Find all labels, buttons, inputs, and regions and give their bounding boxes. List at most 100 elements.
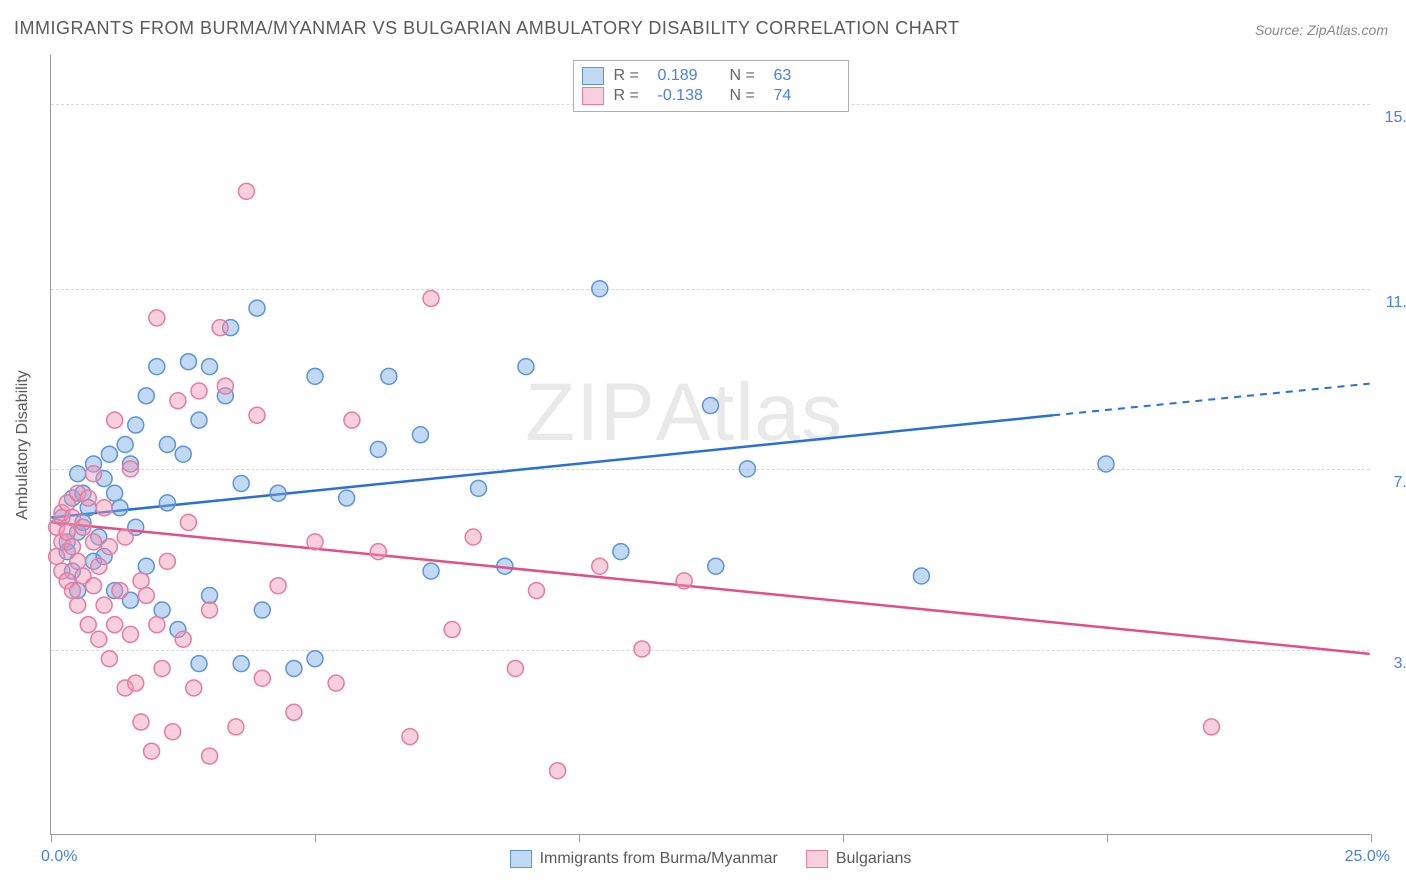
burma-point bbox=[70, 466, 86, 482]
burma-point bbox=[307, 651, 323, 667]
bulgarians-point bbox=[112, 583, 128, 599]
burma-point bbox=[739, 461, 755, 477]
burma-point bbox=[913, 568, 929, 584]
bulgarians-point bbox=[59, 524, 75, 540]
bulgarians-point bbox=[212, 320, 228, 336]
bulgarians-point bbox=[217, 378, 233, 394]
bulgarians-point bbox=[49, 548, 65, 564]
legend-item-bulgarians: Bulgarians bbox=[806, 850, 912, 868]
bulgarians-point bbox=[202, 602, 218, 618]
bulgarians-point bbox=[238, 183, 254, 199]
burma-point bbox=[339, 490, 355, 506]
legend-stat-row-burma: R =0.189N =63 bbox=[582, 67, 836, 85]
burma-trendline-dash bbox=[1053, 384, 1369, 416]
bulgarians-point bbox=[80, 617, 96, 633]
bulgarians-point bbox=[133, 573, 149, 589]
y-tick-label: 7.5% bbox=[1375, 474, 1406, 492]
burma-point bbox=[233, 475, 249, 491]
bulgarians-point bbox=[149, 310, 165, 326]
burma-point bbox=[249, 300, 265, 316]
x-axis-max-label: 25.0% bbox=[1345, 848, 1390, 866]
r-label: R = bbox=[614, 67, 648, 85]
swatch-burma bbox=[582, 67, 604, 85]
legend-stat-row-bulgarians: R =-0.138N =74 bbox=[582, 87, 836, 105]
bulgarians-point bbox=[86, 534, 102, 550]
burma-point bbox=[370, 441, 386, 457]
burma-point bbox=[112, 500, 128, 516]
swatch-bulgarians bbox=[806, 850, 828, 868]
burma-point bbox=[1098, 456, 1114, 472]
bulgarians-point bbox=[107, 412, 123, 428]
n-value: 74 bbox=[774, 87, 836, 105]
burma-point bbox=[233, 656, 249, 672]
burma-point bbox=[138, 388, 154, 404]
bulgarians-point bbox=[228, 719, 244, 735]
burma-point bbox=[286, 660, 302, 676]
burma-trendline bbox=[51, 415, 1053, 517]
swatch-burma bbox=[510, 850, 532, 868]
bulgarians-point bbox=[634, 641, 650, 657]
bulgarians-point bbox=[676, 573, 692, 589]
bulgarians-point bbox=[402, 729, 418, 745]
bulgarians-point bbox=[75, 519, 91, 535]
burma-point bbox=[191, 412, 207, 428]
legend-label: Bulgarians bbox=[836, 850, 912, 868]
bulgarians-point bbox=[91, 631, 107, 647]
bulgarians-point bbox=[423, 290, 439, 306]
bulgarians-point bbox=[202, 748, 218, 764]
bulgarians-point bbox=[101, 651, 117, 667]
bulgarians-point bbox=[122, 626, 138, 642]
y-tick-label: 11.2% bbox=[1375, 294, 1406, 312]
burma-point bbox=[708, 558, 724, 574]
bulgarians-point bbox=[186, 680, 202, 696]
bulgarians-point bbox=[70, 597, 86, 613]
bulgarians-point bbox=[507, 660, 523, 676]
burma-point bbox=[202, 359, 218, 375]
bulgarians-point bbox=[86, 466, 102, 482]
burma-point bbox=[381, 368, 397, 384]
bulgarians-point bbox=[344, 412, 360, 428]
burma-point bbox=[154, 602, 170, 618]
r-value: 0.189 bbox=[658, 67, 720, 85]
bulgarians-point bbox=[191, 383, 207, 399]
bulgarians-point bbox=[328, 675, 344, 691]
bulgarians-point bbox=[175, 631, 191, 647]
n-label: N = bbox=[730, 87, 764, 105]
bulgarians-point bbox=[133, 714, 149, 730]
bulgarians-point bbox=[249, 407, 265, 423]
bulgarians-point bbox=[286, 704, 302, 720]
burma-point bbox=[175, 446, 191, 462]
bulgarians-point bbox=[70, 553, 86, 569]
r-label: R = bbox=[614, 87, 648, 105]
source-label: Source: ZipAtlas.com bbox=[1255, 22, 1388, 38]
bulgarians-point bbox=[165, 724, 181, 740]
n-label: N = bbox=[730, 67, 764, 85]
swatch-bulgarians bbox=[582, 87, 604, 105]
burma-point bbox=[423, 563, 439, 579]
bulgarians-point bbox=[122, 461, 138, 477]
burma-point bbox=[307, 368, 323, 384]
legend-label: Immigrants from Burma/Myanmar bbox=[540, 850, 778, 868]
x-tick bbox=[579, 834, 580, 842]
bulgarians-point bbox=[307, 534, 323, 550]
x-axis-min-label: 0.0% bbox=[41, 848, 77, 866]
burma-point bbox=[159, 437, 175, 453]
burma-point bbox=[518, 359, 534, 375]
bulgarians-point bbox=[154, 660, 170, 676]
bulgarians-point bbox=[86, 578, 102, 594]
burma-point bbox=[613, 544, 629, 560]
bulgarians-point bbox=[96, 500, 112, 516]
bulgarians-point bbox=[254, 670, 270, 686]
burma-point bbox=[592, 281, 608, 297]
plot-area: R =0.189N =63R =-0.138N =74 ZIPAtlas Amb… bbox=[50, 55, 1370, 835]
legend-item-burma: Immigrants from Burma/Myanmar bbox=[510, 850, 778, 868]
bulgarians-point bbox=[149, 617, 165, 633]
bulgarians-point bbox=[270, 578, 286, 594]
bulgarians-trendline bbox=[51, 522, 1369, 653]
bulgarians-point bbox=[64, 539, 80, 555]
bulgarians-point bbox=[528, 583, 544, 599]
bulgarians-point bbox=[465, 529, 481, 545]
bulgarians-point bbox=[1203, 719, 1219, 735]
x-tick bbox=[1371, 834, 1372, 842]
burma-point bbox=[703, 398, 719, 414]
